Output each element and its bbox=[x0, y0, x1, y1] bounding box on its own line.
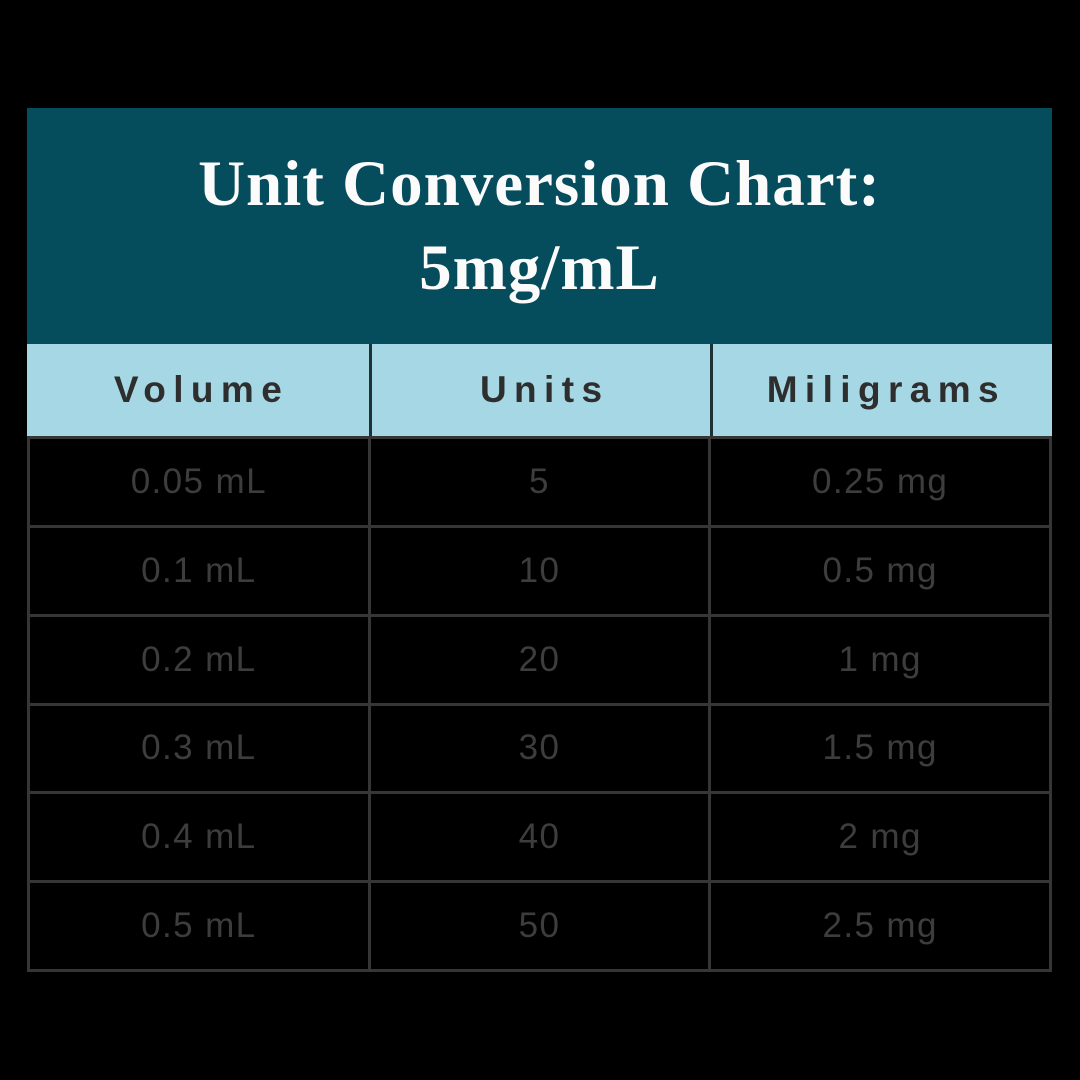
cell-units: 30 bbox=[370, 705, 709, 792]
cell-units: 20 bbox=[370, 616, 709, 703]
cell-volume: 0.1 mL bbox=[30, 527, 368, 614]
column-header-units: Units bbox=[368, 344, 711, 436]
cell-units: 10 bbox=[370, 527, 709, 614]
column-header-miligrams: Miligrams bbox=[710, 344, 1052, 436]
cell-volume: 0.5 mL bbox=[30, 883, 368, 969]
cell-milligrams: 1 mg bbox=[711, 616, 1049, 703]
cell-volume: 0.4 mL bbox=[30, 794, 368, 881]
cell-units: 50 bbox=[370, 883, 709, 969]
cell-milligrams: 0.5 mg bbox=[711, 527, 1049, 614]
cell-units: 5 bbox=[370, 439, 709, 525]
cell-units: 40 bbox=[370, 794, 709, 881]
cell-volume: 0.3 mL bbox=[30, 705, 368, 792]
column-header-volume: Volume bbox=[113, 369, 290, 410]
conversion-chart-card: Unit Conversion Chart: 5mg/mL Volume Uni… bbox=[27, 108, 1052, 972]
cell-milligrams: 2.5 mg bbox=[711, 883, 1049, 969]
table-header-row: Volume Units Miligrams bbox=[27, 344, 1052, 436]
cell-milligrams: 2 mg bbox=[711, 794, 1049, 881]
cell-milligrams: 1.5 mg bbox=[711, 705, 1049, 792]
cell-volume: 0.2 mL bbox=[30, 616, 368, 703]
cell-milligrams: 0.25 mg bbox=[711, 439, 1049, 525]
cell-volume: 0.05 mL bbox=[30, 439, 368, 525]
title-band: Unit Conversion Chart: 5mg/mL bbox=[27, 108, 1052, 344]
table-body: 0.05 mL 5 0.25 mg 0.1 mL 10 0.5 mg 0.2 m… bbox=[27, 436, 1052, 972]
card-title-line1: Unit Conversion Chart: bbox=[198, 148, 881, 220]
card-title-line2: 5mg/mL bbox=[419, 232, 660, 304]
